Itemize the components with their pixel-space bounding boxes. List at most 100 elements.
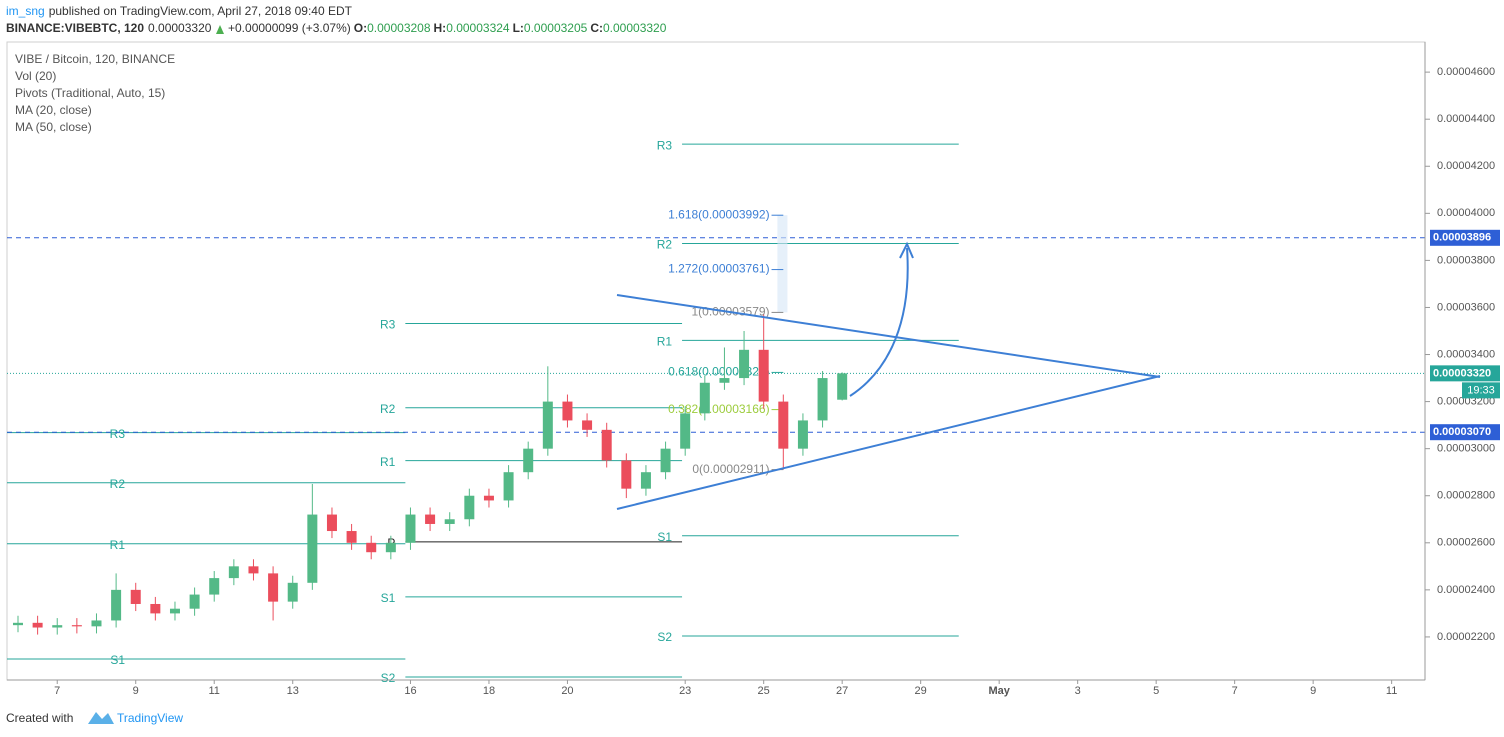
trend-line [616, 375, 1161, 510]
c-label: C: [590, 21, 603, 35]
last: 0.00003320 [148, 21, 212, 35]
candle-body [346, 531, 357, 543]
price-tag [1430, 229, 1500, 246]
x-tick-label: 20 [561, 685, 573, 697]
y-tick-label: 0.00003200 [1437, 396, 1495, 408]
candle-body [307, 514, 318, 583]
footer-brand[interactable]: TradingView [117, 711, 183, 725]
candle-body [425, 514, 436, 524]
y-tick-label: 0.00004400 [1437, 113, 1495, 125]
candle-body [52, 625, 63, 628]
change: +0.00000099 (+3.07%) [228, 21, 351, 35]
plot: R3R2R1S1R3R2R1PS1S2R3R2R1S1S21.618(0.000… [7, 138, 1425, 685]
legend-item: MA (20, close) [15, 103, 92, 117]
l-label: L: [513, 21, 524, 35]
published: published on TradingView.com, April 27, … [49, 4, 353, 18]
candle-body [483, 495, 494, 501]
header-line: im_sng published on TradingView.com, Apri… [6, 4, 353, 18]
candle-body [621, 460, 632, 489]
y-tick-label: 0.00002200 [1437, 631, 1495, 643]
candle-body [699, 382, 710, 414]
candle-body [169, 608, 180, 614]
y-tick-label: 0.00004200 [1437, 160, 1495, 172]
candle-body [209, 578, 220, 595]
candle-body [189, 594, 200, 609]
candle-body [640, 472, 651, 489]
x-tick-label: 13 [287, 685, 299, 697]
fib-label: 1.272(0.00003761) [668, 262, 769, 276]
candle-body [660, 448, 671, 473]
pivot-label: R2 [657, 238, 673, 252]
x-tick-label: 3 [1075, 685, 1081, 697]
legend-item: Pivots (Traditional, Auto, 15) [15, 86, 165, 100]
candle-body [32, 622, 43, 628]
x-tick-label: 11 [1386, 685, 1397, 697]
countdown-tag [1462, 382, 1500, 399]
footer-text: Created with [6, 711, 73, 725]
h-value: 0.00003324 [446, 21, 510, 35]
y-tick-label: 0.00004600 [1437, 66, 1495, 78]
x-tick-label: 25 [758, 685, 770, 697]
x-tick-label: 16 [404, 685, 416, 697]
up-arrow [216, 25, 224, 34]
pivot-label: S1 [657, 530, 672, 544]
x-tick-label: 7 [1232, 685, 1238, 697]
candle-body [287, 582, 298, 602]
candle-body [12, 622, 23, 626]
o-value: 0.00003208 [367, 21, 431, 35]
candle-body [130, 589, 141, 604]
x-tick-label: 5 [1153, 685, 1159, 697]
x-tick-label: 9 [1310, 685, 1316, 697]
pivot-label: S1 [110, 653, 125, 667]
candle-body [837, 373, 848, 400]
pivot-label: R1 [657, 335, 673, 349]
legend-item: Vol (20) [15, 69, 56, 83]
legend-item: MA (50, close) [15, 120, 92, 134]
candle-body [385, 542, 396, 553]
publisher[interactable]: im_sng [6, 4, 45, 18]
x-tick-label: May [988, 685, 1010, 697]
trend-line [616, 294, 1161, 378]
candle-body [719, 378, 730, 383]
candle-body [228, 566, 239, 579]
pivot-label: R2 [380, 402, 396, 416]
logo [88, 712, 114, 724]
y-tick-label: 0.00004000 [1437, 207, 1495, 219]
candle-body [111, 589, 122, 621]
y-tick-label: 0.00003600 [1437, 301, 1495, 313]
candle-body [150, 603, 161, 614]
pivot-label: S2 [657, 630, 672, 644]
candle-body [503, 472, 514, 501]
y-tick-label: 0.00002600 [1437, 537, 1495, 549]
candle-body [523, 448, 534, 473]
pivot-label: S1 [381, 591, 396, 605]
x-tick-label: 23 [679, 685, 691, 697]
y-tick-label: 0.00002800 [1437, 490, 1495, 502]
candle-body [542, 401, 553, 449]
projection-arrow [849, 247, 909, 397]
x-tick-label: 29 [915, 685, 927, 697]
h-label: H: [434, 21, 447, 35]
price-tag-label: 0.00003320 [1433, 367, 1491, 379]
candle-body [758, 349, 769, 402]
candle-body [444, 519, 455, 524]
fib-label: 1.618(0.00003992) [668, 207, 769, 221]
x-tick-label: 11 [209, 685, 220, 697]
candle-body [268, 573, 279, 602]
pivot-label: R1 [110, 538, 126, 552]
c-value: 0.00003320 [603, 21, 667, 35]
candle-body [739, 349, 750, 379]
candle-body [778, 401, 789, 449]
o-label: O: [354, 21, 367, 35]
price-tag-label: 0.00003896 [1433, 232, 1491, 244]
pivot-label: R1 [380, 455, 396, 469]
y-tick-label: 0.00003800 [1437, 254, 1495, 266]
pivot-label: R3 [380, 318, 396, 332]
l-value: 0.00003205 [524, 21, 588, 35]
price-tag [1430, 365, 1500, 382]
fib-label: 0.382(0.00003166) [668, 402, 769, 416]
candle-body [464, 495, 475, 520]
fib-label: 0.618(0.00003324) [668, 365, 769, 379]
